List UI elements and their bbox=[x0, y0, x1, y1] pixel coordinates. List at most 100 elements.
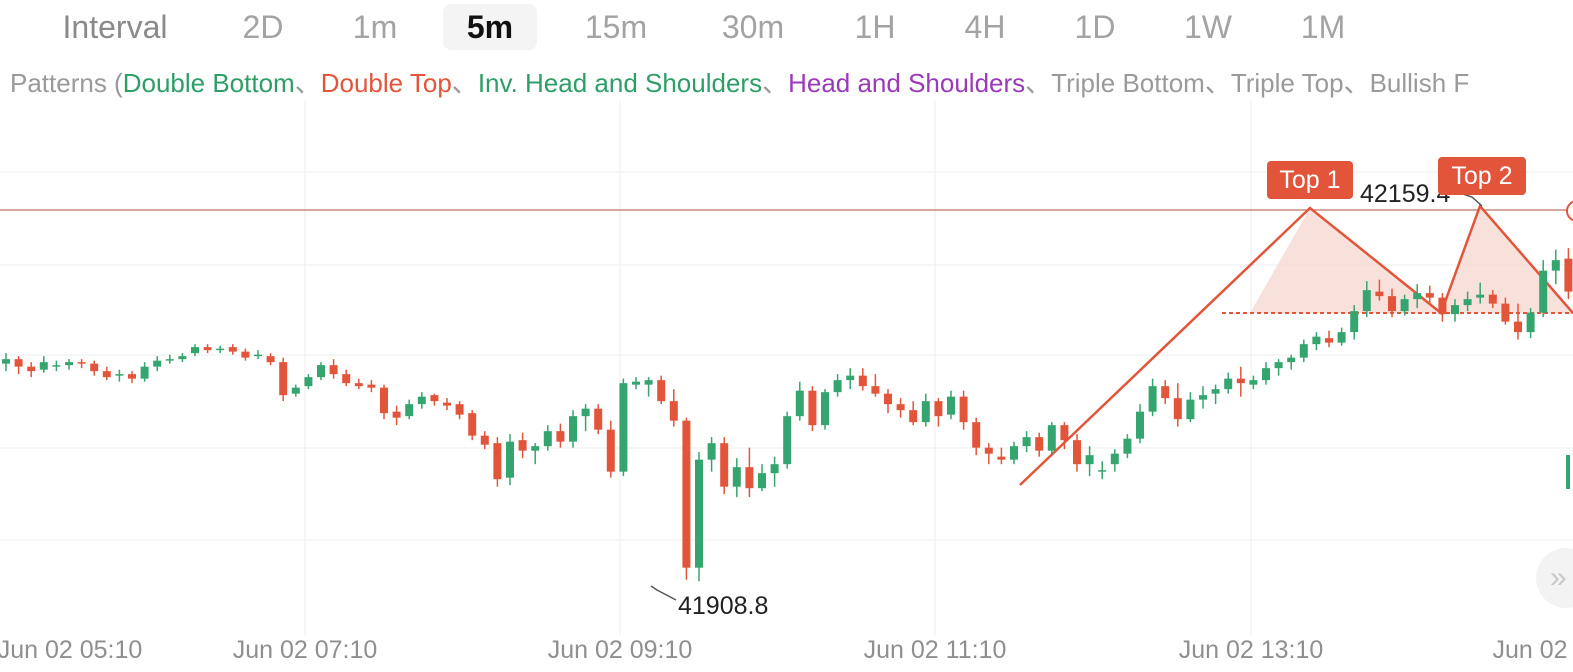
pattern-separator: 、 bbox=[1343, 68, 1370, 98]
candle-body bbox=[468, 413, 477, 436]
candle-body bbox=[695, 459, 703, 568]
candle-body bbox=[241, 351, 250, 358]
candle-body bbox=[1362, 290, 1371, 312]
candle-body bbox=[783, 416, 792, 465]
candle-body bbox=[1299, 344, 1308, 358]
time-tick: Jun 02 09:10 bbox=[547, 636, 693, 664]
candle-body bbox=[1287, 357, 1296, 363]
candle-body bbox=[707, 443, 716, 460]
candle-body bbox=[354, 383, 363, 387]
pattern-separator: 、 bbox=[294, 68, 321, 98]
candle-body bbox=[291, 387, 300, 394]
candle-body bbox=[1148, 386, 1157, 412]
tab-1m[interactable]: 1m bbox=[352, 9, 398, 45]
candle-body bbox=[1236, 378, 1245, 384]
candle-body bbox=[594, 408, 603, 430]
candle-body bbox=[405, 404, 414, 417]
candle-body bbox=[342, 374, 351, 384]
pattern-head-shoulders[interactable]: Head and Shoulders bbox=[788, 68, 1026, 98]
candle-body bbox=[1526, 312, 1535, 333]
time-axis: Jun 02 05:10 Jun 02 07:10 Jun 02 09:10 J… bbox=[0, 636, 1573, 672]
candle-body bbox=[896, 404, 905, 411]
candle-body bbox=[228, 347, 237, 352]
candle-body bbox=[165, 359, 174, 361]
tab-1mo[interactable]: 1M bbox=[1300, 9, 1346, 45]
candle-body bbox=[1136, 411, 1144, 439]
candle-body bbox=[1199, 395, 1207, 400]
candlestick-chart[interactable] bbox=[0, 100, 1573, 636]
pattern-double-bottom[interactable]: Double Bottom bbox=[122, 68, 295, 98]
pattern-triple-bottom[interactable]: Triple Bottom bbox=[1051, 68, 1205, 98]
pattern-separator: 、 bbox=[451, 68, 478, 98]
candle-body bbox=[39, 362, 48, 370]
tab-30m[interactable]: 30m bbox=[721, 9, 785, 45]
candle-body bbox=[191, 347, 199, 354]
candle-body bbox=[1060, 425, 1069, 441]
candle-body bbox=[1514, 321, 1522, 333]
candle-body bbox=[921, 401, 930, 423]
pattern-area bbox=[1250, 206, 1573, 313]
tab-1d[interactable]: 1D bbox=[1074, 9, 1116, 45]
candle-body bbox=[90, 363, 99, 372]
tab-1h[interactable]: 1H bbox=[854, 9, 896, 45]
candle-body bbox=[317, 365, 325, 378]
tab-5m[interactable]: 5m bbox=[443, 4, 537, 50]
candle-body bbox=[493, 443, 502, 480]
candle-body bbox=[972, 422, 981, 448]
interval-label[interactable]: Interval bbox=[62, 9, 168, 45]
candle-body bbox=[1539, 270, 1548, 313]
candle-body bbox=[758, 473, 766, 489]
candle-body bbox=[1551, 260, 1560, 271]
time-tick: Jun 02 05:10 bbox=[0, 636, 143, 664]
candle-body bbox=[380, 387, 388, 414]
pattern-inv-head-shoulders[interactable]: Inv. Head and Shoulders bbox=[477, 68, 763, 98]
current-price-marker bbox=[1566, 455, 1570, 489]
candle-body bbox=[430, 395, 439, 402]
tab-4h[interactable]: 4H bbox=[964, 9, 1006, 45]
candle-body bbox=[657, 380, 666, 402]
top2-badge: Top 2 bbox=[1438, 157, 1526, 195]
candle-body bbox=[543, 431, 552, 447]
pattern-double-top[interactable]: Double Top bbox=[320, 68, 452, 98]
candle-body bbox=[1085, 455, 1094, 465]
candle-body bbox=[1325, 338, 1333, 343]
candle-body bbox=[871, 386, 880, 394]
candle-body bbox=[1161, 386, 1170, 399]
tab-2d[interactable]: 2D bbox=[242, 9, 284, 45]
candle-body bbox=[833, 380, 842, 393]
tab-1w[interactable]: 1W bbox=[1184, 9, 1232, 45]
candle-body bbox=[1564, 258, 1573, 292]
candle-body bbox=[1438, 297, 1447, 315]
candle-body bbox=[1224, 378, 1233, 390]
candle-body bbox=[254, 354, 262, 357]
candle-body bbox=[1274, 362, 1283, 369]
candle-body bbox=[304, 377, 313, 387]
candle-body bbox=[1375, 291, 1384, 297]
candle-body bbox=[632, 381, 640, 385]
candle-body bbox=[1488, 294, 1497, 304]
candle-body bbox=[984, 447, 993, 454]
candle-body bbox=[65, 362, 73, 366]
pattern-legend[interactable]: Patterns (Double Bottom、Double Top、Inv. … bbox=[10, 64, 1573, 102]
interval-tab-bar: Interval 2D 1m 5m 15m 30m 1H 4H 1D 1W 1M bbox=[0, 0, 1573, 56]
candle-body bbox=[1022, 437, 1031, 447]
candle-body bbox=[909, 410, 918, 423]
candle-body bbox=[443, 402, 451, 406]
candle-body bbox=[518, 440, 527, 451]
candle-body bbox=[569, 416, 577, 442]
candle-body bbox=[1035, 437, 1044, 451]
pattern-triple-top[interactable]: Triple Top bbox=[1230, 68, 1344, 98]
candle-body bbox=[216, 348, 225, 351]
pattern-prefix: Patterns ( bbox=[10, 68, 123, 98]
candle-body bbox=[178, 356, 187, 360]
candle-body bbox=[128, 374, 136, 379]
candle-body bbox=[203, 347, 212, 351]
candle-body bbox=[115, 374, 124, 376]
candle-body bbox=[14, 359, 23, 367]
candle-body bbox=[27, 366, 36, 372]
tab-15m[interactable]: 15m bbox=[584, 9, 648, 45]
candle-body bbox=[745, 467, 754, 489]
candle-body bbox=[1463, 299, 1472, 306]
pattern-bullish-flag[interactable]: Bullish F bbox=[1369, 68, 1470, 98]
candle-body bbox=[392, 411, 401, 418]
